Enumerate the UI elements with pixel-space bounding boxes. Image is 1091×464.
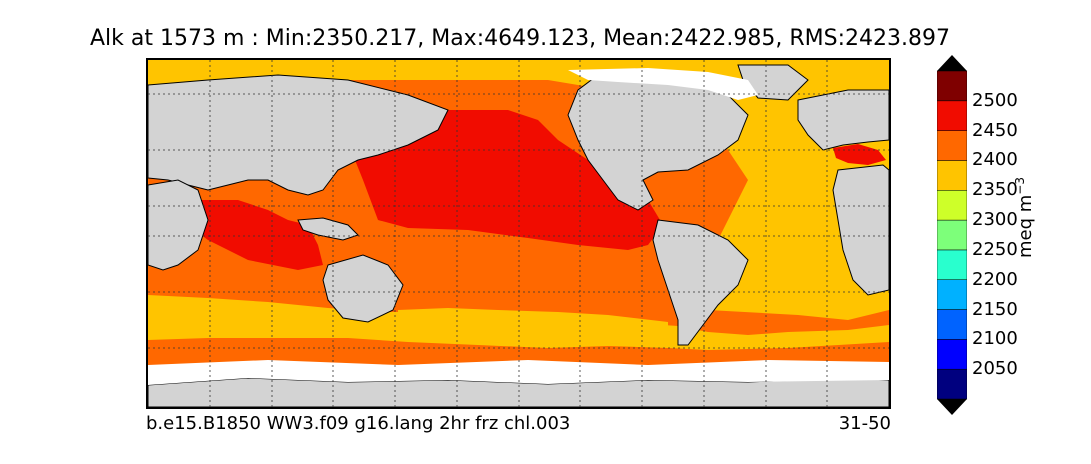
colorbar-band	[937, 130, 967, 161]
colorbar	[937, 55, 967, 415]
colorbar-tick-label: 2400	[972, 149, 1018, 171]
colorbar-tick-label: 2050	[972, 358, 1018, 380]
north-atlantic-region	[148, 60, 889, 320]
colorbar-tick-label: 2100	[972, 328, 1018, 350]
land-indonesia	[297, 217, 359, 241]
colorbar-tick-label: 2500	[972, 89, 1018, 111]
land-africa-east	[148, 179, 209, 271]
colorbar-under-arrow	[937, 399, 967, 415]
figure-title: Alk at 1573 m : Min:2350.217, Max:4649.1…	[90, 26, 950, 51]
case-name-label: b.e15.B1850 WW3.f09 g16.lang 2hr frz chl…	[146, 413, 571, 434]
colorbar-band	[937, 70, 967, 102]
land-eurasia	[148, 74, 449, 196]
colorbar-tick-label: 2350	[972, 179, 1018, 201]
colorbar-band	[937, 219, 967, 251]
indian-ocean-region	[188, 200, 323, 270]
colorbar-band	[937, 368, 967, 400]
colorbar-tick-label: 2450	[972, 119, 1018, 141]
north-pacific-region	[348, 105, 663, 250]
med-region	[833, 144, 886, 165]
colorbar-tick-label: 2250	[972, 238, 1018, 260]
colorbar-band	[937, 339, 967, 370]
unit-exponent: −3	[1013, 177, 1027, 195]
land-africa-west	[832, 164, 889, 296]
colorbar-band	[937, 100, 967, 131]
colorbar-tick-label: 2300	[972, 209, 1018, 231]
pacific-yellow-band	[398, 308, 668, 332]
map-gridlines	[148, 60, 889, 407]
missing-arctic	[568, 68, 758, 100]
colorbar-band	[937, 279, 967, 310]
colorbar-unit-label: meq m−3	[1013, 177, 1037, 258]
land-europe-east	[797, 89, 889, 151]
land-south-america	[652, 219, 749, 346]
colorbar-over-arrow	[937, 55, 967, 71]
colorbar-band	[937, 249, 967, 280]
years-label: 31-50	[838, 413, 891, 434]
ocean-map	[146, 58, 891, 409]
colorbar-tick-label: 2200	[972, 268, 1018, 290]
land-australia	[322, 254, 404, 323]
map-canvas	[148, 60, 889, 407]
colorbar-band	[937, 190, 967, 221]
colorbar-band	[937, 160, 967, 191]
colorbar-tick-label: 2150	[972, 298, 1018, 320]
colorbar-band	[937, 309, 967, 340]
land-north-america	[567, 69, 749, 211]
unit-text: meq m	[1015, 194, 1036, 258]
